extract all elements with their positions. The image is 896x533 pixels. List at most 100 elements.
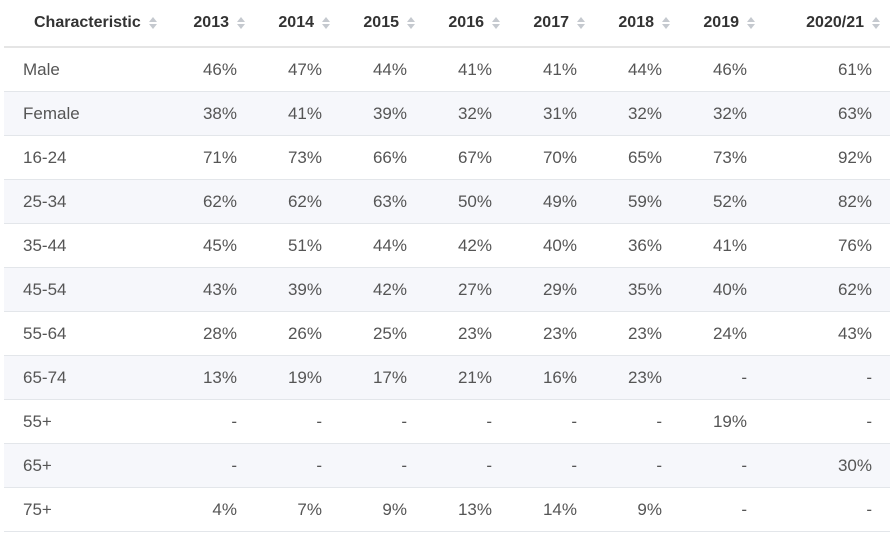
table-cell: 30% xyxy=(765,443,890,488)
table-cell: 9% xyxy=(595,487,680,532)
table-row: Male 46% 47% 44% 41% 41% 44% 46% 61% xyxy=(4,47,890,92)
table-cell: - xyxy=(425,443,510,488)
column-header[interactable]: 2014 xyxy=(255,0,340,48)
column-header[interactable]: 2020/21 xyxy=(765,0,890,48)
column-header-label: 2017 xyxy=(533,14,569,31)
table-cell: - xyxy=(595,443,680,488)
table-cell: 61% xyxy=(765,47,890,92)
table-cell: 67% xyxy=(425,135,510,180)
table-cell: - xyxy=(765,355,890,400)
table-cell: 62% xyxy=(170,179,255,224)
table-cell: 19% xyxy=(255,355,340,400)
row-label: 25-34 xyxy=(4,179,170,224)
column-header-label: Characteristic xyxy=(34,14,141,31)
row-label: 16-24 xyxy=(4,135,170,180)
table-cell: 36% xyxy=(595,223,680,268)
table-cell: - xyxy=(680,443,765,488)
table-cell: 50% xyxy=(425,179,510,224)
row-label: 35-44 xyxy=(4,223,170,268)
table-cell: 32% xyxy=(595,91,680,136)
table-cell: 21% xyxy=(425,355,510,400)
table-cell: 82% xyxy=(765,179,890,224)
data-table: Characteristic 2013 2014 2015 2016 2017 2018 20… xyxy=(4,0,890,532)
column-header-label: 2019 xyxy=(703,14,739,31)
table-cell: 40% xyxy=(510,223,595,268)
table-cell: 63% xyxy=(340,179,425,224)
table-cell: 23% xyxy=(510,311,595,356)
table-cell: 27% xyxy=(425,267,510,312)
table-cell: 92% xyxy=(765,135,890,180)
table-row: Female 38% 41% 39% 32% 31% 32% 32% 63% xyxy=(4,91,890,136)
table-cell: 41% xyxy=(680,223,765,268)
sort-icon[interactable] xyxy=(148,16,157,29)
table-cell: 73% xyxy=(680,135,765,180)
table-body: Male 46% 47% 44% 41% 41% 44% 46% 61% Female 38% 41%… xyxy=(4,47,890,532)
table-row: 45-54 43% 39% 42% 27% 29% 35% 40% 62% xyxy=(4,267,890,312)
table-cell: 16% xyxy=(510,355,595,400)
table-cell: 32% xyxy=(680,91,765,136)
table-cell: 44% xyxy=(595,47,680,92)
column-header[interactable]: 2016 xyxy=(425,0,510,48)
table-cell: 43% xyxy=(170,267,255,312)
column-header[interactable]: 2019 xyxy=(680,0,765,48)
sort-icon[interactable] xyxy=(662,16,670,29)
table-cell: - xyxy=(595,399,680,444)
sort-icon[interactable] xyxy=(492,16,500,29)
table-cell: 32% xyxy=(425,91,510,136)
table-cell: 7% xyxy=(255,487,340,532)
table-cell: 13% xyxy=(170,355,255,400)
table-cell: 59% xyxy=(595,179,680,224)
sort-icon[interactable] xyxy=(872,16,880,29)
table-cell: 41% xyxy=(255,91,340,136)
row-label: Male xyxy=(4,47,170,92)
table-cell: 43% xyxy=(765,311,890,356)
table-cell: - xyxy=(255,443,340,488)
table-cell: 42% xyxy=(340,267,425,312)
table-cell: - xyxy=(425,399,510,444)
sort-icon[interactable] xyxy=(407,16,415,29)
column-header-label: 2016 xyxy=(448,14,484,31)
table-cell: - xyxy=(680,487,765,532)
table-cell: 23% xyxy=(425,311,510,356)
table-cell: 42% xyxy=(425,223,510,268)
table-cell: 49% xyxy=(510,179,595,224)
row-label: Female xyxy=(4,91,170,136)
table-cell: 35% xyxy=(595,267,680,312)
table-cell: 66% xyxy=(340,135,425,180)
table-cell: 51% xyxy=(255,223,340,268)
table-cell: - xyxy=(765,399,890,444)
table-cell: 19% xyxy=(680,399,765,444)
table-cell: 40% xyxy=(680,267,765,312)
sort-icon[interactable] xyxy=(322,16,330,29)
table-cell: - xyxy=(510,399,595,444)
table-cell: 39% xyxy=(340,91,425,136)
sort-icon[interactable] xyxy=(747,16,755,29)
table-cell: 70% xyxy=(510,135,595,180)
column-header[interactable]: 2017 xyxy=(510,0,595,48)
table-row: 35-44 45% 51% 44% 42% 40% 36% 41% 76% xyxy=(4,223,890,268)
sort-icon[interactable] xyxy=(237,16,245,29)
table-cell: 14% xyxy=(510,487,595,532)
table-cell: 17% xyxy=(340,355,425,400)
column-header-label: 2020/21 xyxy=(806,14,864,31)
column-header[interactable]: 2018 xyxy=(595,0,680,48)
table-cell: - xyxy=(170,443,255,488)
row-label: 55+ xyxy=(4,399,170,444)
row-label: 65-74 xyxy=(4,355,170,400)
column-header[interactable]: 2015 xyxy=(340,0,425,48)
column-header[interactable]: 2013 xyxy=(170,0,255,48)
table-cell: 28% xyxy=(170,311,255,356)
table-cell: 23% xyxy=(595,311,680,356)
table-cell: 76% xyxy=(765,223,890,268)
table-cell: 31% xyxy=(510,91,595,136)
column-header[interactable]: Characteristic xyxy=(4,0,170,48)
table-cell: 73% xyxy=(255,135,340,180)
table-cell: 45% xyxy=(170,223,255,268)
table-cell: 63% xyxy=(765,91,890,136)
sort-icon[interactable] xyxy=(577,16,585,29)
table-cell: - xyxy=(255,399,340,444)
table-cell: - xyxy=(510,443,595,488)
table-cell: 26% xyxy=(255,311,340,356)
table-row: 75+ 4% 7% 9% 13% 14% 9% - - xyxy=(4,487,890,532)
table-cell: 25% xyxy=(340,311,425,356)
